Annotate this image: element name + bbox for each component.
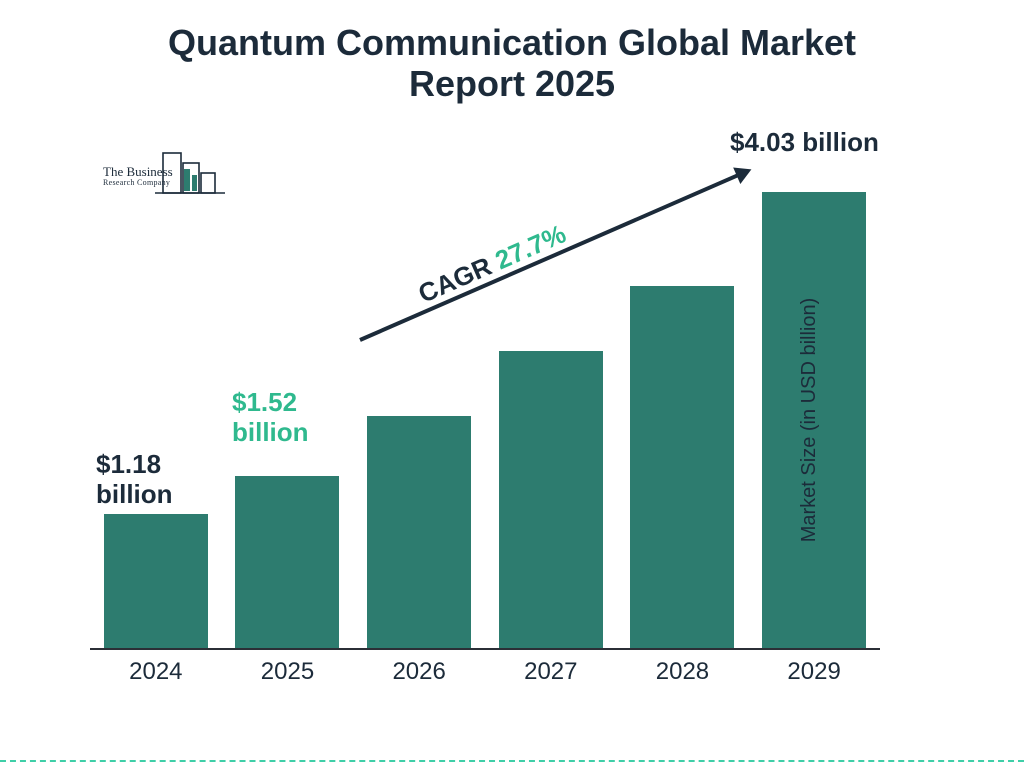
title-line1: Quantum Communication Global Market: [168, 22, 856, 63]
x-axis-label: 2029: [754, 658, 874, 686]
bar-slot: [622, 286, 742, 648]
x-axis-label: 2027: [491, 658, 611, 686]
bar-slot: [96, 514, 216, 648]
value-label: $1.18billion: [96, 450, 173, 510]
value-label: $4.03 billion: [730, 128, 879, 158]
bar-slot: [227, 476, 347, 648]
bar-chart: 2024 2025 2026 2027 2028 2029 Market Size (in…: [90, 150, 920, 690]
value-label: $1.52billion: [232, 388, 309, 448]
bar: [630, 286, 734, 648]
x-axis-labels: 2024 2025 2026 2027 2028 2029: [90, 658, 880, 686]
x-axis-label: 2026: [359, 658, 479, 686]
x-axis-label: 2028: [622, 658, 742, 686]
bar: [367, 416, 471, 648]
bar: [499, 351, 603, 648]
x-axis-label: 2024: [96, 658, 216, 686]
bar: [104, 514, 208, 648]
bars-container: [90, 150, 880, 648]
x-axis-line: [90, 648, 880, 650]
chart-title: Quantum Communication Global Market Repo…: [0, 22, 1024, 105]
bar: [235, 476, 339, 648]
dashed-divider: [0, 760, 1024, 762]
chart-canvas: Quantum Communication Global Market Repo…: [0, 0, 1024, 768]
y-axis-label: Market Size (in USD billion): [798, 298, 821, 543]
plot-area: [90, 150, 880, 650]
bar-slot: [359, 416, 479, 648]
x-axis-label: 2025: [227, 658, 347, 686]
bar-slot: [491, 351, 611, 648]
title-line2: Report 2025: [409, 63, 615, 104]
